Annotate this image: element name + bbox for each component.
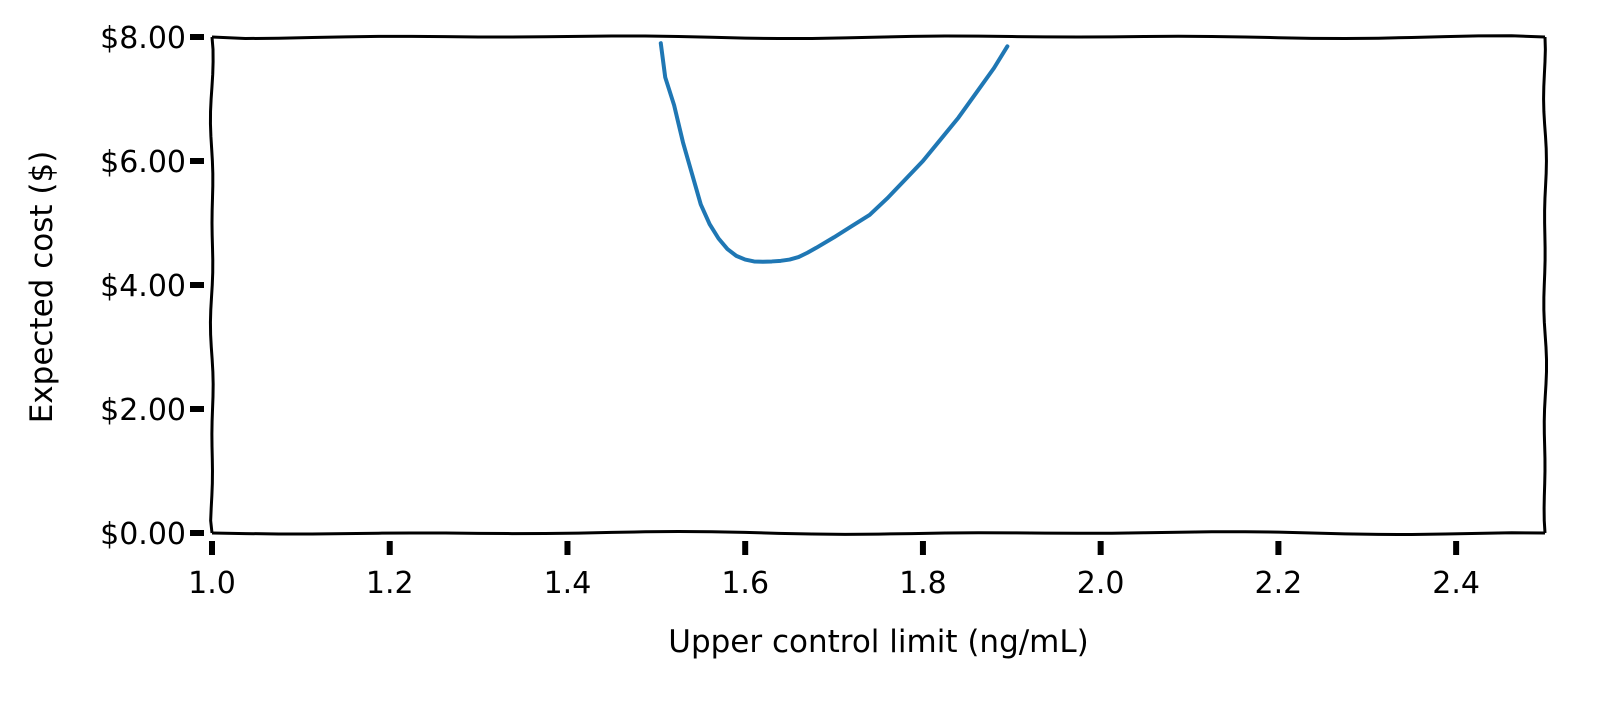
x-tick-label: 2.0 bbox=[1077, 566, 1125, 601]
y-tick-label: $0.00 bbox=[100, 517, 186, 552]
y-tick-label: $2.00 bbox=[100, 393, 186, 428]
y-tick-label: $8.00 bbox=[100, 21, 186, 56]
x-axis: 1.0 1.2 1.4 1.6 1.8 2.0 2.2 2.4 bbox=[188, 541, 1480, 601]
y-tick-label: $6.00 bbox=[100, 145, 186, 180]
x-tick-label: 1.2 bbox=[366, 566, 414, 601]
x-tick-label: 1.4 bbox=[544, 566, 592, 601]
y-tick-label: $4.00 bbox=[100, 269, 186, 304]
x-tick-label: 2.4 bbox=[1432, 566, 1480, 601]
plot-area bbox=[208, 34, 1549, 536]
frame-left bbox=[208, 36, 215, 534]
x-tick-label: 1.0 bbox=[188, 566, 236, 601]
series-layer bbox=[658, 41, 1010, 264]
x-tick-label: 1.6 bbox=[721, 566, 769, 601]
x-tick-label: 2.2 bbox=[1255, 566, 1303, 601]
x-axis-title: Upper control limit (ng/mL) bbox=[668, 624, 1089, 660]
x-tick-label: 1.8 bbox=[899, 566, 947, 601]
series-line bbox=[658, 41, 1010, 264]
y-axis: $0.00 $2.00 $4.00 $6.00 $8.00 bbox=[100, 21, 204, 552]
frame-top bbox=[211, 34, 1546, 41]
frame-right bbox=[1542, 36, 1549, 534]
y-axis-title: Expected cost ($) bbox=[24, 151, 60, 424]
frame-bottom bbox=[211, 529, 1546, 536]
